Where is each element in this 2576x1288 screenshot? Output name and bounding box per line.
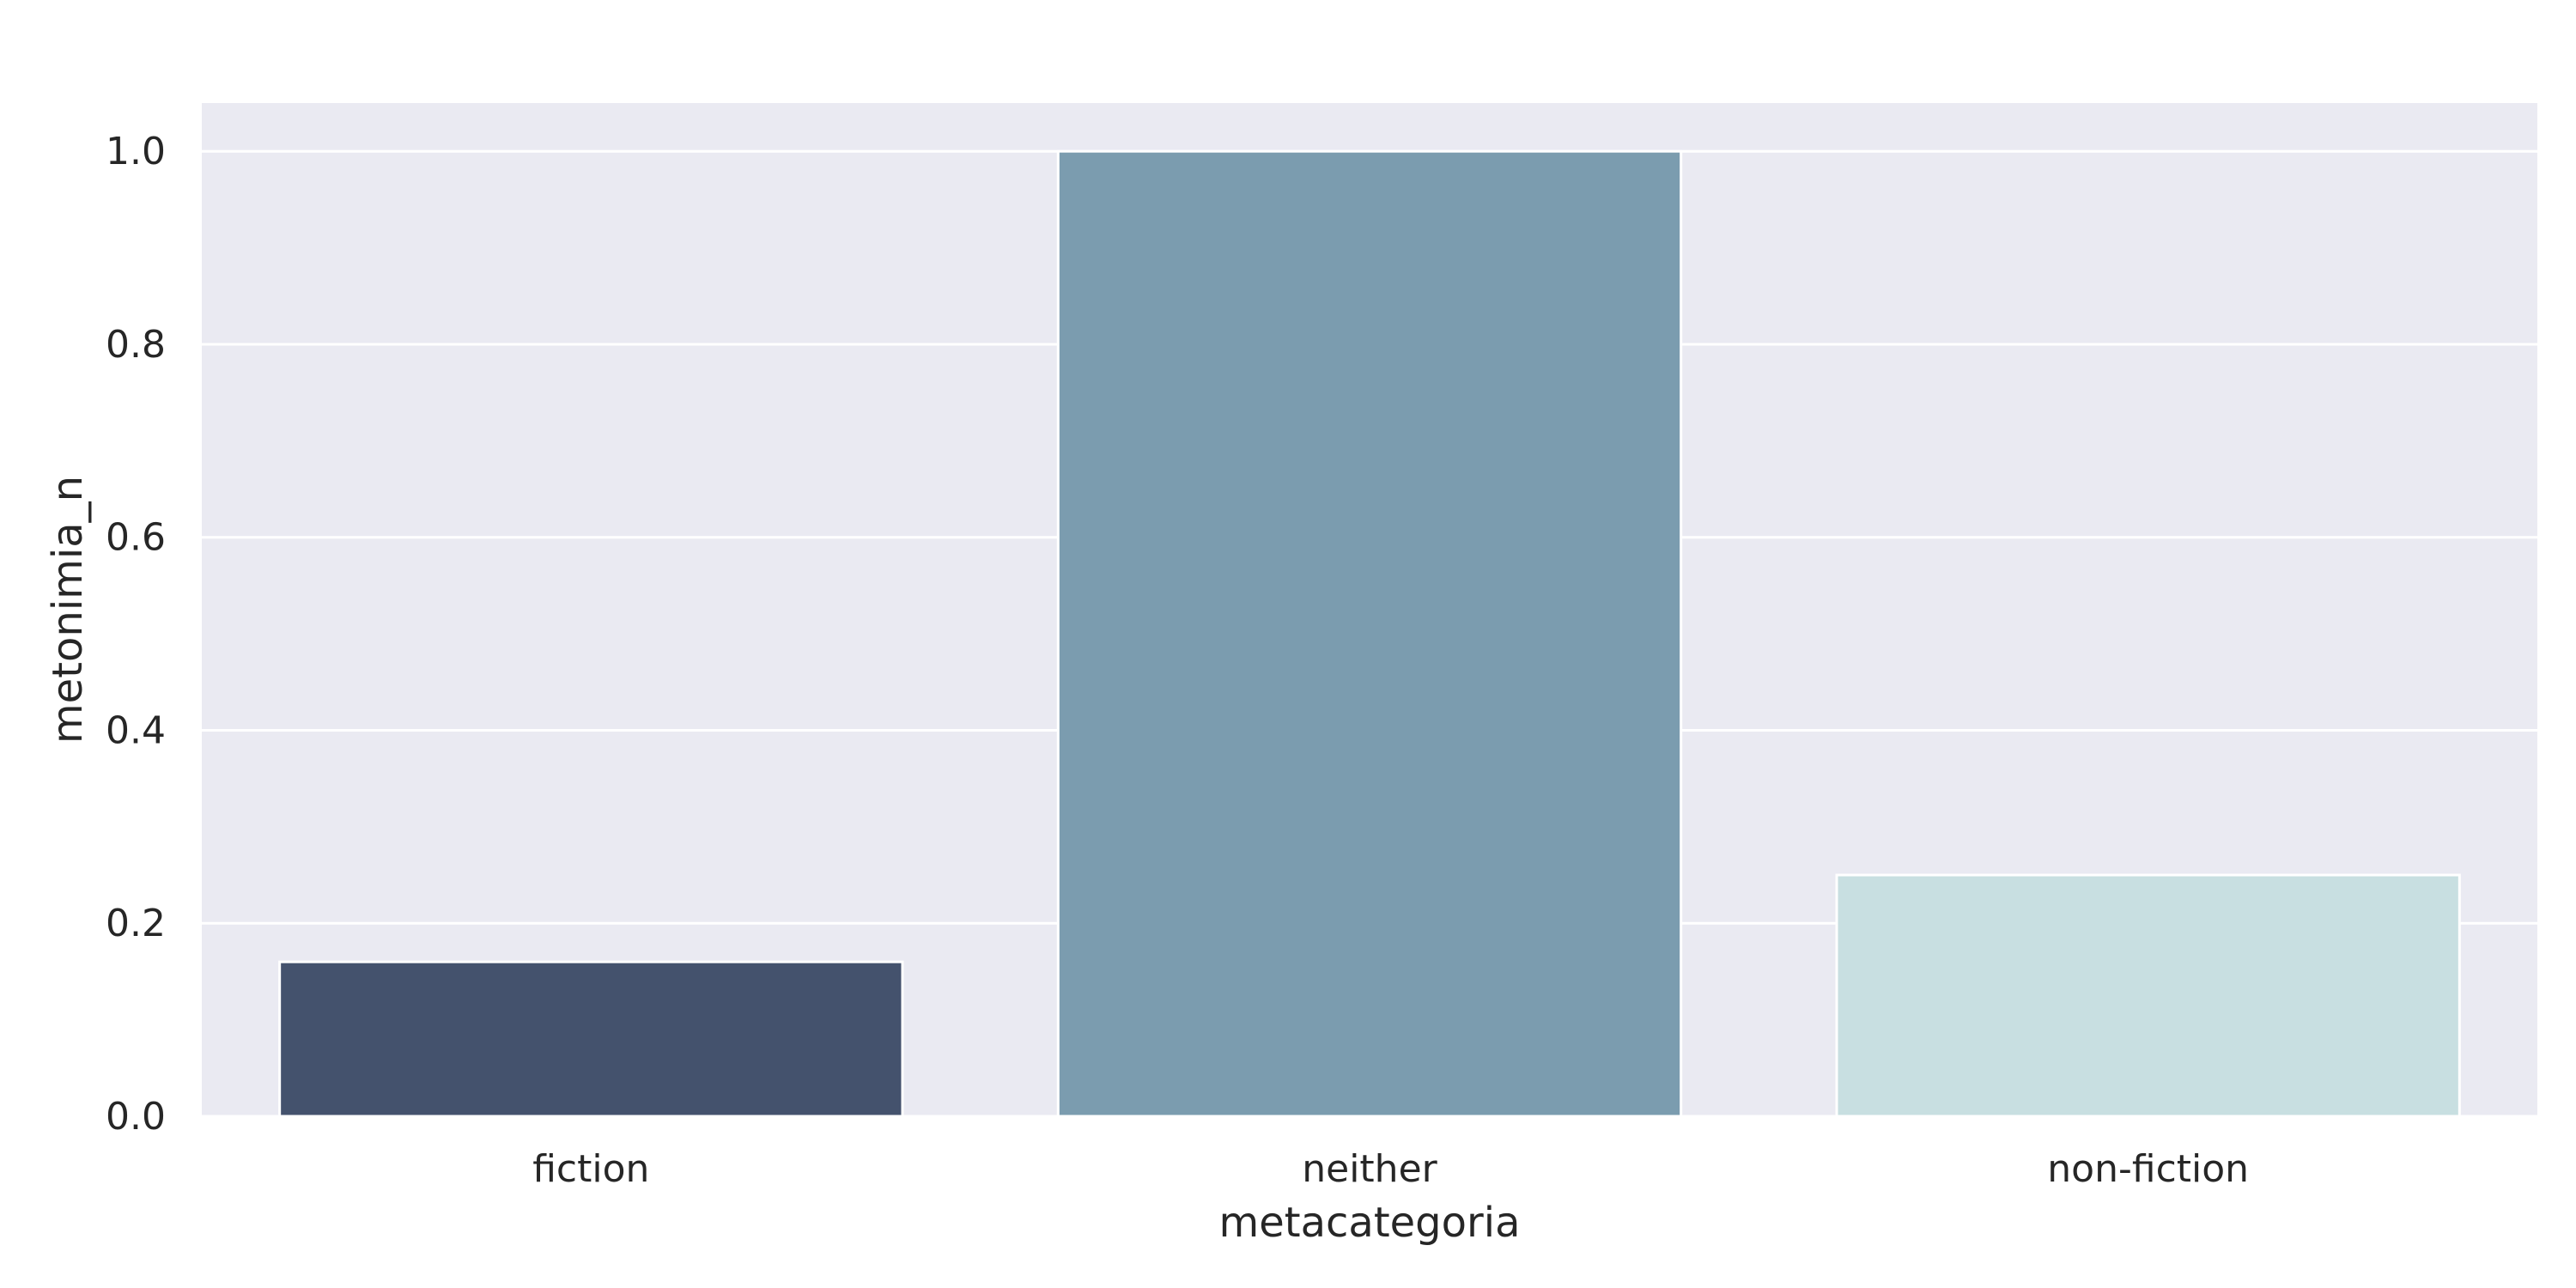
bars — [278, 149, 2461, 1118]
y-tick-label: 0.2 — [106, 902, 166, 945]
y-tick-label: 0.6 — [106, 516, 166, 560]
y-tick-label: 0.4 — [106, 708, 166, 752]
y-tick-label: 0.8 — [106, 323, 166, 367]
x-tick-label: fiction — [532, 1147, 649, 1191]
bar-neither — [1056, 149, 1683, 1118]
bar-non-fiction — [1835, 873, 2461, 1118]
bar-fiction — [278, 960, 904, 1118]
x-axis-label: metacategoria — [1219, 1199, 1521, 1247]
y-tick-labels: 0.0 0.2 0.4 0.6 0.8 1.0 — [106, 130, 166, 1139]
x-tick-label: neither — [1302, 1147, 1437, 1191]
x-tick-labels: fiction neither non-fiction — [532, 1147, 2249, 1191]
y-tick-label: 0.0 — [106, 1095, 166, 1139]
x-tick-label: non-fiction — [2047, 1147, 2249, 1191]
y-tick-label: 1.0 — [106, 130, 166, 173]
y-axis-label: metonimia_n — [44, 476, 92, 744]
